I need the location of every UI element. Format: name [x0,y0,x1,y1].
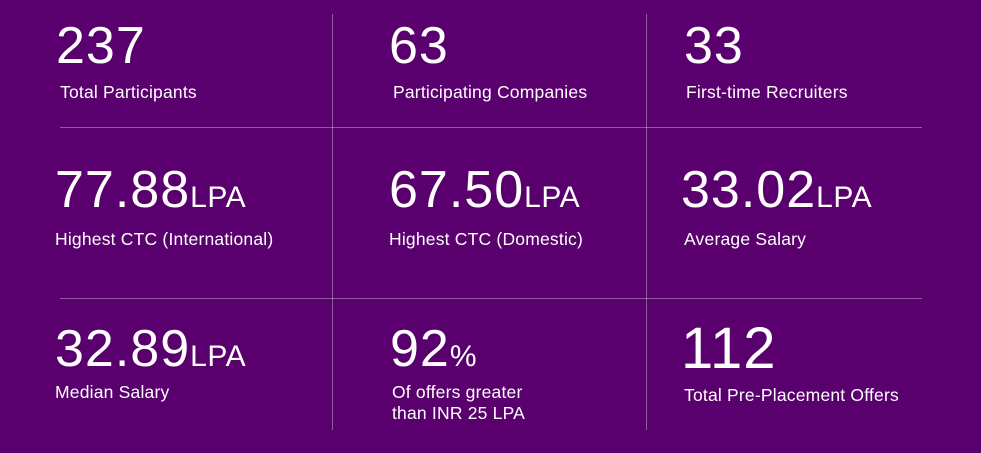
stat-label-line: Of offers greater [392,382,523,402]
stat-pre-placement-offers: 112 Total Pre-Placement Offers [681,320,899,406]
stat-unit: LPA [190,181,247,214]
stat-highest-ctc-domestic: 67.50LPA Highest CTC (Domestic) [389,164,583,250]
stat-participating-companies: 63 Participating Companies [389,20,587,103]
stat-unit: LPA [190,340,247,373]
stat-unit: LPA [524,181,581,214]
stat-value: 32.89LPA [55,320,247,378]
stat-label: Total Participants [60,82,197,102]
stat-value: 63 [389,17,449,75]
stat-label: Highest CTC (Domestic) [389,229,584,249]
stat-offers-above-25-lpa: 92% Of offers greater than INR 25 LPA [390,323,525,424]
stat-label: Total Pre-Placement Offers [684,385,899,405]
stat-label: Median Salary [55,382,170,402]
stat-value: 92% [390,320,478,378]
stat-median-salary: 32.89LPA Median Salary [55,323,246,403]
stat-highest-ctc-international: 77.88LPA Highest CTC (International) [55,164,273,250]
stat-average-salary: 33.02LPA Average Salary [681,164,872,250]
stat-value: 112 [681,316,777,381]
stat-value: 67.50LPA [389,161,581,219]
stat-value: 33.02LPA [681,161,873,219]
grid-divider [60,298,922,299]
stat-total-participants: 237 Total Participants [56,20,197,103]
stat-first-time-recruiters: 33 First-time Recruiters [684,20,848,103]
stat-label: Of offers greater than INR 25 LPA [392,382,525,424]
grid-divider [646,14,647,430]
stat-unit: LPA [816,181,873,214]
grid-divider [332,14,333,430]
stat-label: Average Salary [684,229,807,249]
stat-value: 33 [684,17,744,75]
stat-value: 237 [56,17,146,75]
stat-label: First-time Recruiters [686,82,848,102]
stat-label-line: than INR 25 LPA [392,403,526,423]
stat-label: Participating Companies [393,82,588,102]
stat-unit: % [449,340,478,373]
stat-label: Highest CTC (International) [55,229,274,249]
stat-value: 77.88LPA [55,161,247,219]
grid-divider [60,127,922,128]
